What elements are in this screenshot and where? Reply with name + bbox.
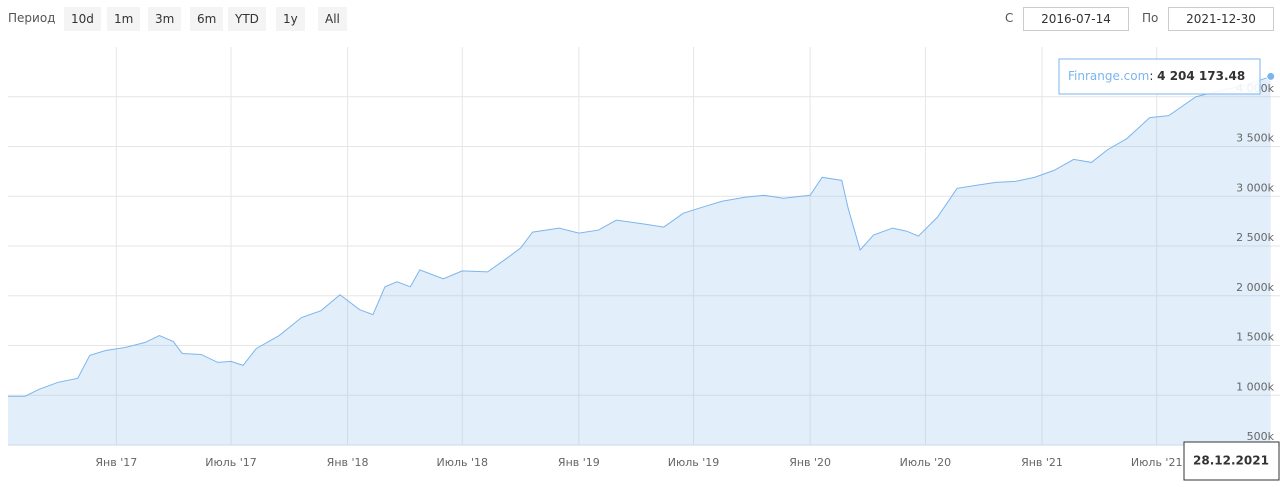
period-button[interactable]: 6m <box>190 7 224 31</box>
x-tick-label: Июль '18 <box>437 456 489 469</box>
date-label: 28.12.2021 <box>1193 454 1269 468</box>
tooltip-sep: : <box>1149 69 1157 83</box>
to-input[interactable]: 2021-12-30 <box>1168 7 1274 31</box>
x-tick-label: Июль '20 <box>900 456 952 469</box>
tooltip: Finrange.com: 4 204 173.48 <box>1058 58 1261 95</box>
period-button[interactable]: 1m <box>107 7 141 31</box>
period-button[interactable]: 3m <box>148 7 182 31</box>
toolbar: Период 10d 1m 3m 6m YTD 1y All С 2016-07-14 По… <box>0 0 1280 40</box>
x-tick-label: Янв '21 <box>1021 456 1063 469</box>
x-tick-label: Янв '17 <box>95 456 137 469</box>
tooltip-series: Finrange.com <box>1068 69 1149 83</box>
from-label: С <box>1005 11 1014 25</box>
period-button[interactable]: 10d <box>64 7 101 31</box>
x-tick-label: Июль '21 <box>1131 456 1183 469</box>
period-button[interactable]: YTD <box>228 7 266 31</box>
y-tick-label: 1 000k <box>1236 380 1274 393</box>
period-label: Период <box>8 11 56 25</box>
y-tick-label: 2 500k <box>1236 231 1274 244</box>
tooltip-value: 4 204 173.48 <box>1157 69 1245 83</box>
from-input[interactable]: 2016-07-14 <box>1023 7 1129 31</box>
area <box>8 76 1271 445</box>
to-label: По <box>1142 11 1159 25</box>
y-tick-label: 2 000k <box>1236 281 1274 294</box>
y-tick-label: 500k <box>1247 430 1275 443</box>
hover-marker <box>1266 71 1276 81</box>
x-tick-label: Июль '17 <box>205 456 257 469</box>
tooltip-box <box>1058 58 1261 95</box>
date-label-box <box>1183 441 1280 481</box>
line <box>8 75 1271 397</box>
y-tick-label: 3 000k <box>1236 181 1274 194</box>
x-tick-label: Июль '19 <box>668 456 720 469</box>
y-tick-label: 1 500k <box>1236 331 1274 344</box>
x-tick-label: Янв '18 <box>327 456 369 469</box>
x-tick-label: Янв '20 <box>789 456 831 469</box>
x-tick-label: Янв '19 <box>558 456 600 469</box>
tooltip-text: Finrange.com: 4 204 173.48 <box>1068 69 1245 83</box>
period-button[interactable]: All <box>318 7 347 31</box>
y-tick-label: 3 500k <box>1236 132 1274 145</box>
period-button[interactable]: 1y <box>276 7 305 31</box>
